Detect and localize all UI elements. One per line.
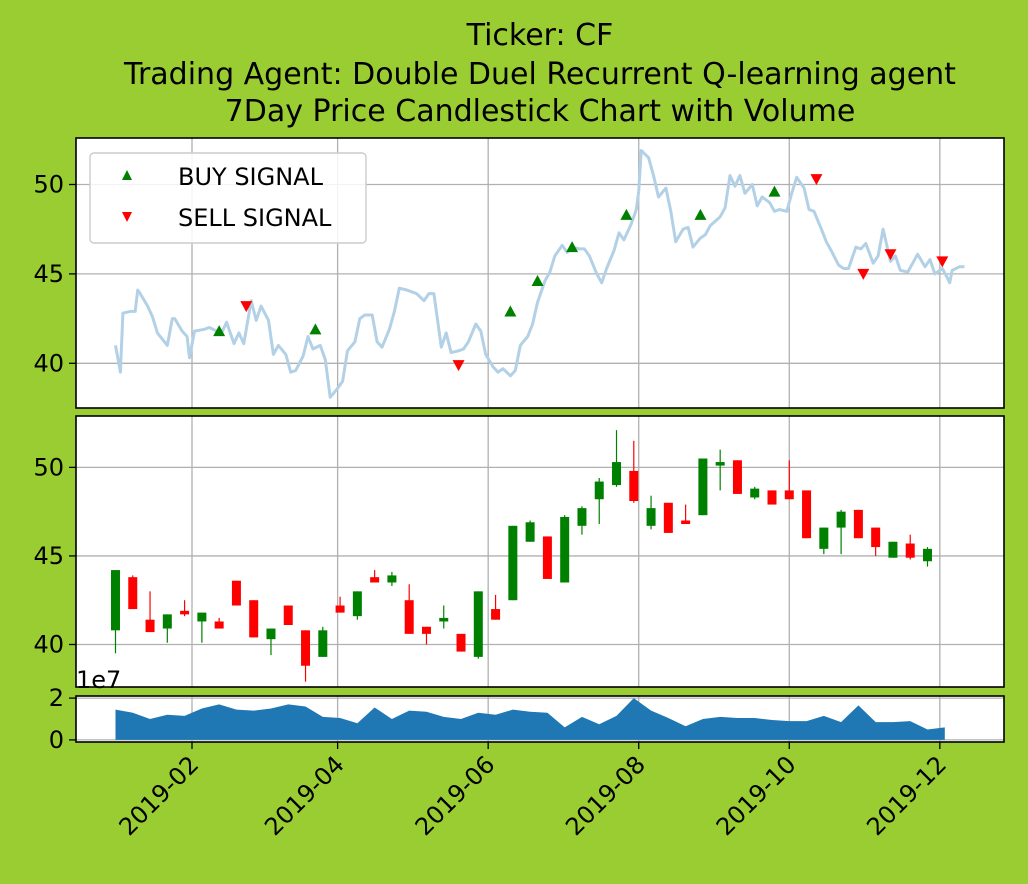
- candle-body-6: [197, 612, 207, 622]
- sell-signal-3: [810, 174, 823, 186]
- candle-body-33: [663, 502, 673, 533]
- sell-signal-6: [936, 256, 949, 268]
- chart-title: Ticker: CF Trading Agent: Double Duel Re…: [123, 18, 956, 129]
- legend-box: [89, 152, 367, 244]
- price-y-axis: 40 45 50: [33, 170, 76, 377]
- candle-body-35: [698, 458, 708, 516]
- y-tick-label-2: 2: [49, 684, 64, 712]
- candle-body-37: [732, 460, 742, 494]
- candle-body-39: [767, 490, 777, 505]
- buy-signal-6: [620, 208, 633, 220]
- legend: BUY SIGNAL SELL SIGNAL: [89, 152, 367, 244]
- candle-body-43: [836, 511, 846, 528]
- title-line-1: Ticker: CF: [466, 18, 614, 53]
- candle-body-10: [266, 628, 276, 640]
- candle-body-18: [404, 600, 414, 634]
- sell-signal-5: [884, 249, 897, 261]
- candle-body-27: [560, 516, 570, 583]
- candles: [110, 430, 932, 682]
- candle-body-1: [110, 570, 120, 631]
- candle-body-11: [283, 605, 293, 626]
- candle-body-45: [871, 527, 881, 548]
- candle-body-46: [888, 541, 898, 558]
- candle-body-31: [629, 470, 639, 502]
- legend-sell-marker: [122, 212, 132, 222]
- candle-body-17: [387, 575, 397, 583]
- candle-body-42: [819, 527, 829, 549]
- candle-body-47: [905, 543, 915, 558]
- buy-signal-8: [768, 185, 781, 197]
- candle-y-axis: 40 45 50: [33, 453, 76, 658]
- candle-body-14: [335, 605, 345, 613]
- price-frame: [75, 137, 1005, 409]
- candle-body-26: [542, 536, 552, 579]
- buy-signal-7: [694, 208, 707, 220]
- volume-offset-label: 1e7: [76, 666, 121, 694]
- candle-body-4: [162, 614, 172, 629]
- y-tick-label-45: 45: [33, 542, 64, 570]
- candle-body-7: [214, 621, 224, 629]
- candle-body-15: [352, 591, 362, 617]
- candle-body-9: [249, 600, 259, 638]
- candle-body-8: [231, 580, 241, 606]
- y-tick-label-0: 0: [49, 726, 64, 754]
- y-tick-label-50: 50: [33, 453, 64, 481]
- buy-signal-5: [566, 241, 579, 253]
- candle-body-48: [922, 548, 932, 562]
- candle-body-40: [784, 490, 794, 500]
- candle-body-5: [180, 610, 190, 615]
- buy-signal-3: [504, 305, 517, 317]
- title-line-3: 7Day Price Candlestick Chart with Volume: [225, 94, 856, 129]
- price-panel: 40 45 50 BUY SIGNAL SELL SIGNAL: [33, 137, 1005, 409]
- candle-body-3: [145, 619, 155, 633]
- buy-signal-1: [213, 325, 226, 337]
- y-tick-label-45: 45: [33, 260, 64, 288]
- y-tick-label-40: 40: [33, 349, 64, 377]
- signal-markers: [213, 174, 949, 372]
- candle-body-41: [802, 490, 812, 539]
- candle-body-19: [421, 626, 431, 634]
- volume-area: [115, 698, 945, 740]
- candle-body-30: [612, 462, 622, 486]
- sell-signal-2: [452, 360, 465, 372]
- volume-y-axis: 02: [49, 684, 76, 754]
- candle-body-13: [318, 630, 328, 657]
- volume-fill-path: [115, 698, 945, 740]
- close-line-path: [114, 149, 965, 399]
- sell-signal-4: [857, 268, 870, 280]
- candle-body-24: [508, 525, 518, 601]
- candlestick-panel: 40 45 50: [33, 415, 1005, 688]
- candle-plot-area: [76, 416, 1004, 687]
- buy-signal-4: [531, 275, 544, 287]
- candle-body-36: [715, 462, 725, 466]
- buy-signal-2: [309, 323, 322, 335]
- candle-frame: [75, 415, 1005, 688]
- volume-frame: [75, 695, 1005, 743]
- candle-body-22: [473, 591, 483, 657]
- candle-body-34: [681, 520, 691, 525]
- candle-grid: [76, 416, 1004, 687]
- candle-body-23: [491, 609, 501, 620]
- y-tick-label-50: 50: [33, 170, 64, 198]
- candle-body-32: [646, 508, 656, 526]
- candle-body-2: [128, 577, 138, 610]
- candle-body-29: [594, 481, 604, 500]
- candle-body-12: [301, 630, 311, 666]
- sell-signal-1: [240, 301, 253, 313]
- candle-body-16: [370, 577, 380, 583]
- candle-body-38: [750, 488, 760, 498]
- legend-buy-label: BUY SIGNAL: [178, 163, 324, 191]
- volume-panel: 02 1e7: [49, 666, 1005, 754]
- candle-body-28: [577, 508, 587, 526]
- candle-body-21: [456, 633, 466, 652]
- candle-body-44: [853, 509, 863, 539]
- title-line-2: Trading Agent: Double Duel Recurrent Q-l…: [123, 57, 956, 92]
- legend-sell-label: SELL SIGNAL: [178, 204, 332, 232]
- candle-body-20: [439, 617, 449, 622]
- y-tick-label-40: 40: [33, 630, 64, 658]
- close-price-line: [114, 149, 965, 399]
- candle-body-25: [525, 522, 535, 542]
- legend-buy-marker: [122, 170, 132, 180]
